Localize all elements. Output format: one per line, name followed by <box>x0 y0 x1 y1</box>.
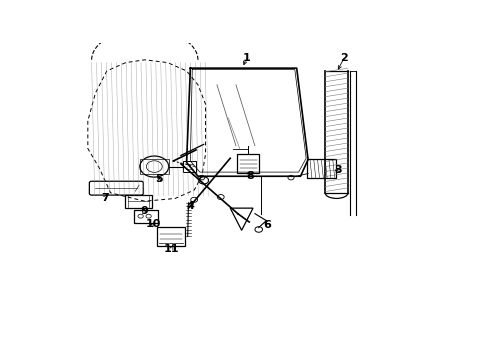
FancyBboxPatch shape <box>124 195 151 208</box>
Text: 10: 10 <box>146 219 161 229</box>
Text: 6: 6 <box>263 220 271 230</box>
Text: 2: 2 <box>340 53 348 63</box>
Text: 7: 7 <box>101 193 109 203</box>
FancyBboxPatch shape <box>237 153 260 173</box>
FancyBboxPatch shape <box>89 181 143 195</box>
Text: 11: 11 <box>164 244 179 254</box>
Text: 4: 4 <box>186 201 195 211</box>
FancyBboxPatch shape <box>307 159 336 178</box>
FancyBboxPatch shape <box>134 210 158 223</box>
Text: 9: 9 <box>140 206 148 216</box>
FancyBboxPatch shape <box>183 161 196 172</box>
Text: 8: 8 <box>246 171 254 181</box>
Text: 3: 3 <box>335 165 343 175</box>
Text: 5: 5 <box>155 174 163 184</box>
FancyBboxPatch shape <box>157 227 185 246</box>
Text: 1: 1 <box>243 53 250 63</box>
